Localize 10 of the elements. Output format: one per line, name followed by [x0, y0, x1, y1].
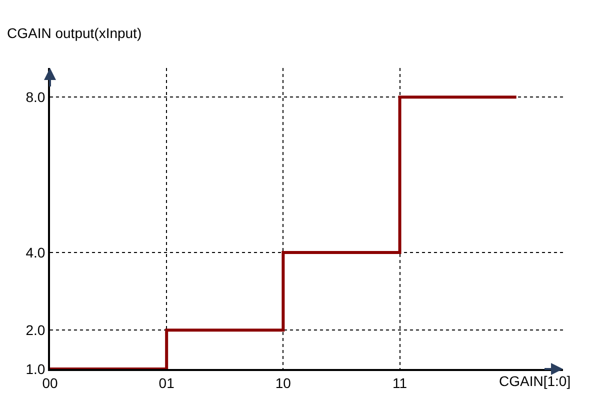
- y-axis-title: CGAIN output(xInput): [7, 25, 142, 41]
- x-axis-title: CGAIN[1:0]: [499, 373, 571, 389]
- x-tick-label: 00: [42, 374, 58, 391]
- y-tick-label: 2.0: [26, 322, 46, 338]
- y-tick-label: 1.0: [26, 360, 46, 377]
- x-tick-label: 01: [158, 374, 175, 391]
- x-tick-label: 10: [275, 374, 292, 391]
- x-tick-label: 11: [392, 374, 408, 391]
- y-tick-label: 8.0: [26, 89, 46, 106]
- y-tick-label: 4.0: [26, 244, 46, 260]
